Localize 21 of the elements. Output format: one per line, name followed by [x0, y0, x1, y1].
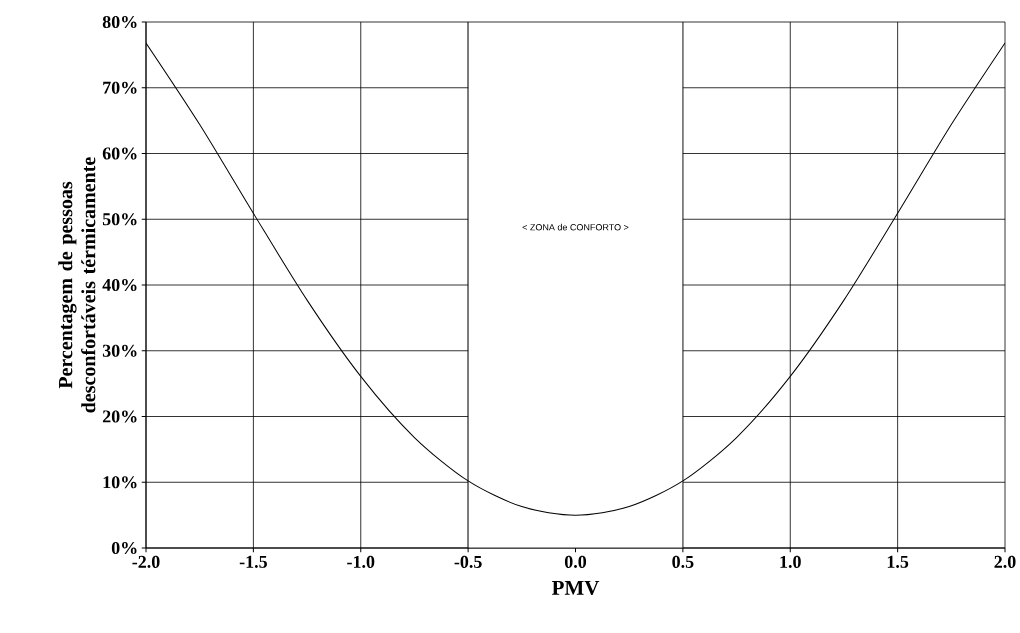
x-tick-label: 0.5 [672, 555, 694, 569]
y-tick-label: 10% [103, 476, 137, 489]
x-tick-label: 0.0 [564, 555, 587, 569]
y-tick-label: 20% [102, 410, 137, 423]
x-tick-label: -0.5 [454, 555, 482, 569]
x-tick-label: 1.0 [780, 555, 801, 569]
y-tick-label: 80% [102, 15, 137, 29]
y-tick-label: 50% [102, 213, 137, 226]
x-tick-label: -2.0 [132, 555, 160, 569]
y-tick-label: 40% [102, 278, 137, 292]
y-tick-label: 60% [102, 147, 137, 160]
y-tick-label: 70% [103, 81, 137, 94]
x-tick-label: 2.0 [994, 555, 1016, 569]
x-axis-title: PMV [551, 580, 600, 595]
y-tick-label: 30% [102, 344, 137, 357]
band-label: < ZONA de CONFORTO > [522, 223, 629, 231]
x-tick-label: -1.0 [347, 555, 375, 569]
x-tick-label: -1.5 [239, 555, 267, 568]
x-tick-label: 1.5 [887, 555, 909, 568]
y-tick-label: 0% [111, 541, 137, 555]
y-axis-title: Percentagem de pessoas desconfortáveis térmicamente [58, 157, 96, 413]
